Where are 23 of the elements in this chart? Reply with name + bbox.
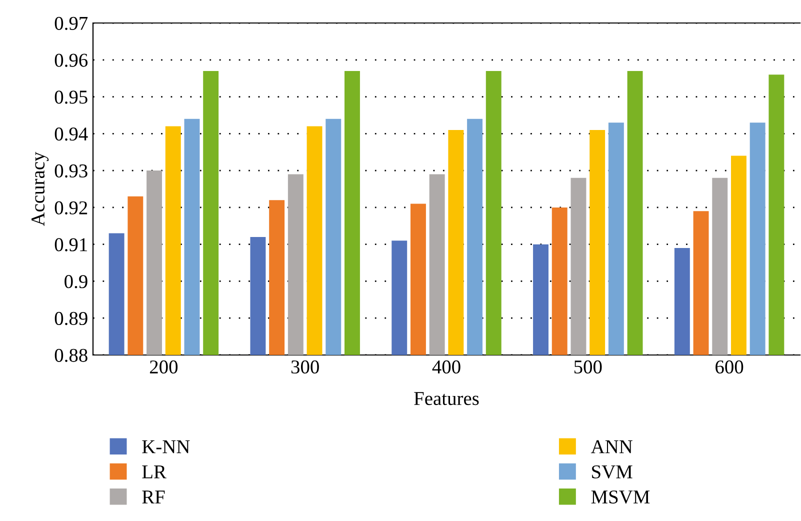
legend-label: MSVM (591, 490, 650, 504)
x-tick-label: 400 (432, 360, 460, 374)
x-tick-label: 200 (150, 360, 178, 374)
x-axis-title: Features (414, 392, 479, 406)
y-tick-label: 0.91 (54, 238, 87, 252)
y-tick-label: 0.97 (54, 16, 88, 30)
legend-label: SVM (592, 465, 632, 479)
legend-label: K-NN (142, 440, 190, 454)
y-tick-label: 0.93 (54, 164, 88, 178)
y-tick-label: 0.96 (54, 54, 88, 67)
y-tick-label: 0.9 (64, 275, 88, 288)
x-tick-label: 500 (574, 360, 602, 374)
y-tick-label: 0.89 (54, 312, 88, 326)
y-tick-label: 0.94 (54, 127, 88, 141)
x-tick-label: 600 (716, 360, 744, 374)
legend-label: LR (142, 466, 166, 478)
y-tick-label: 0.88 (54, 348, 88, 362)
y-tick-label: 0.95 (54, 90, 88, 104)
y-tick-label: 0.92 (54, 201, 88, 214)
x-tick-label: 300 (291, 360, 319, 374)
legend-label: RF (142, 490, 165, 504)
y-axis-title: Accuracy (32, 152, 49, 226)
legend-label: ANN (590, 440, 632, 454)
